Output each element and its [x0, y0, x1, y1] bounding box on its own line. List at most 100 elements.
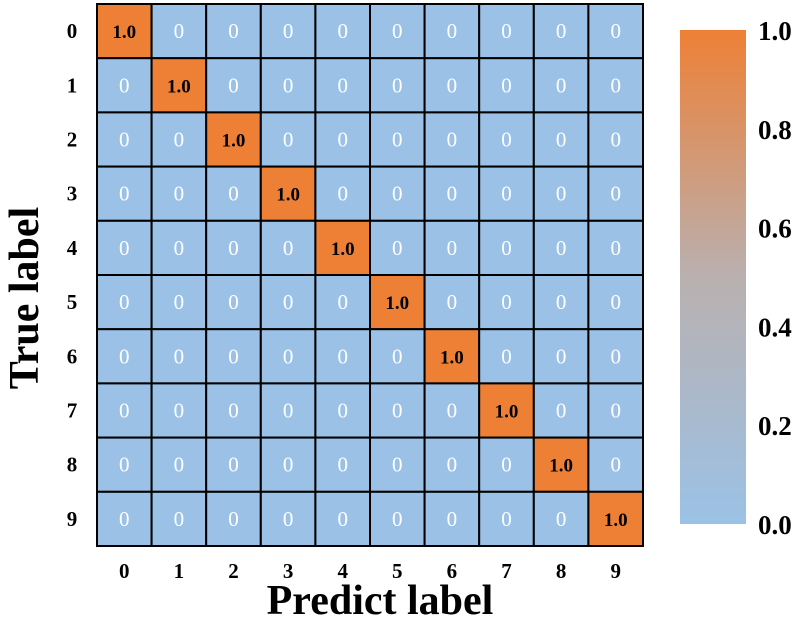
heatmap-cell: [259, 382, 317, 439]
x-axis-label: Predict label: [267, 578, 494, 624]
x-tick-label: 1: [174, 559, 185, 583]
heatmap-cell-label: 0: [447, 507, 458, 531]
heatmap-cell: [478, 328, 535, 385]
heatmap-cell-label: 1.0: [495, 402, 519, 423]
heatmap-cell: [423, 328, 481, 385]
heatmap-cell-label: 0: [392, 507, 403, 531]
heatmap-cell-label: 0: [283, 236, 294, 260]
heatmap-cell-label: 0: [174, 290, 185, 314]
heatmap-cell-label: 0: [447, 290, 458, 314]
heatmap-cell: [478, 3, 535, 60]
y-tick-label: 7: [67, 399, 78, 423]
heatmap-cell: [259, 490, 317, 547]
heatmap-cell-label: 1.0: [167, 76, 191, 97]
heatmap-cell-label: 0: [174, 19, 185, 43]
heatmap-cell-label: 1.0: [276, 185, 300, 206]
heatmap-cell-label: 0: [337, 344, 348, 368]
heatmap-cell: [96, 111, 153, 168]
x-tick-label: 2: [228, 559, 239, 583]
heatmap-cell: [205, 490, 262, 547]
heatmap-cell: [587, 3, 645, 60]
heatmap-cell-label: 0: [610, 73, 621, 97]
heatmap-cell-label: 0: [228, 182, 239, 206]
heatmap-cell-label: 0: [501, 344, 512, 368]
heatmap-cell: [532, 382, 590, 439]
y-axis-ticks: 0 1 2 3 4 5 6 7 8 9: [67, 19, 78, 531]
heatmap-cell-label: 0: [501, 182, 512, 206]
heatmap-cell-label: 0: [392, 128, 403, 152]
heatmap-cell-label: 1.0: [222, 131, 246, 152]
heatmap-grid: 1.0 0 0 0 0 0 0 0 0 0 0 1.0 0 0 0 0 0 0 0 0 0 0 1.0 0 0 0 0 0 0 0 0 0 0 1…: [96, 3, 645, 547]
heatmap-cell-label: 0: [283, 128, 294, 152]
heatmap-cell-label: 0: [392, 399, 403, 423]
heatmap-cell: [150, 57, 208, 114]
heatmap-cell-label: 0: [228, 19, 239, 43]
heatmap-cell-label: 0: [174, 344, 185, 368]
heatmap-cell-label: 0: [610, 236, 621, 260]
colorbar: [680, 30, 746, 524]
heatmap-cell-label: 0: [119, 290, 130, 314]
heatmap-cell-label: 0: [174, 453, 185, 477]
heatmap-cell-label: 0: [337, 290, 348, 314]
heatmap-cell-label: 0: [447, 73, 458, 97]
heatmap-cell-label: 0: [556, 182, 567, 206]
heatmap-cell-label: 0: [556, 290, 567, 314]
heatmap-cell: [96, 490, 153, 547]
colorbar-tick-label: 0.6: [758, 214, 792, 244]
x-tick-label: 3: [283, 559, 294, 583]
heatmap-cell: [478, 219, 535, 277]
colorbar-tick-label: 1.0: [758, 16, 792, 46]
colorbar-tick-label: 0.2: [758, 411, 792, 441]
heatmap-cell-label: 0: [228, 399, 239, 423]
heatmap-cell: [532, 111, 590, 168]
heatmap-cell-label: 0: [283, 19, 294, 43]
heatmap-cell: [587, 490, 645, 547]
y-tick-label: 6: [67, 344, 78, 368]
heatmap-cell-label: 0: [392, 182, 403, 206]
heatmap-cell-label: 0: [119, 236, 130, 260]
heatmap-cell-label: 0: [610, 128, 621, 152]
heatmap-cell: [478, 382, 535, 439]
heatmap-cell-label: 0: [228, 344, 239, 368]
heatmap-cell-label: 0: [392, 344, 403, 368]
heatmap-cell: [205, 111, 262, 168]
heatmap-cell-label: 0: [174, 182, 185, 206]
heatmap-cell-label: 0: [556, 399, 567, 423]
heatmap-cell: [150, 111, 208, 168]
heatmap-cell-label: 0: [501, 507, 512, 531]
heatmap-cell: [532, 436, 590, 493]
x-tick-label: 0: [119, 559, 130, 583]
heatmap-cell: [532, 219, 590, 277]
heatmap-cell-label: 0: [610, 290, 621, 314]
heatmap-cell-label: 0: [501, 73, 512, 97]
heatmap-cell: [587, 111, 645, 168]
x-tick-label: 5: [392, 559, 403, 583]
heatmap-cell-label: 0: [392, 453, 403, 477]
x-tick-label: 7: [501, 559, 512, 583]
heatmap-cell: [532, 57, 590, 114]
heatmap-cell-label: 0: [119, 182, 130, 206]
heatmap-cell: [532, 274, 590, 331]
heatmap-cell: [587, 219, 645, 277]
heatmap-cell-label: 0: [228, 453, 239, 477]
heatmap-cell-label: 0: [501, 128, 512, 152]
heatmap-cell: [532, 328, 590, 385]
heatmap-cell-label: 0: [556, 344, 567, 368]
heatmap-cell-label: 0: [228, 73, 239, 97]
heatmap-cell-label: 0: [228, 290, 239, 314]
heatmap-cell-label: 0: [392, 19, 403, 43]
heatmap-cell: [369, 165, 426, 222]
heatmap-cell: [423, 436, 481, 493]
heatmap-cell-label: 0: [501, 453, 512, 477]
heatmap-cell-label: 0: [501, 236, 512, 260]
heatmap-cell: [478, 490, 535, 547]
y-tick-label: 2: [67, 128, 78, 152]
heatmap-cell: [150, 436, 208, 493]
y-tick-label: 1: [67, 73, 78, 97]
heatmap-cell: [96, 436, 153, 493]
heatmap-cell: [369, 274, 426, 331]
heatmap-cell-label: 0: [283, 399, 294, 423]
colorbar-tick-label: 0.4: [758, 312, 792, 342]
heatmap-cell: [314, 436, 371, 493]
